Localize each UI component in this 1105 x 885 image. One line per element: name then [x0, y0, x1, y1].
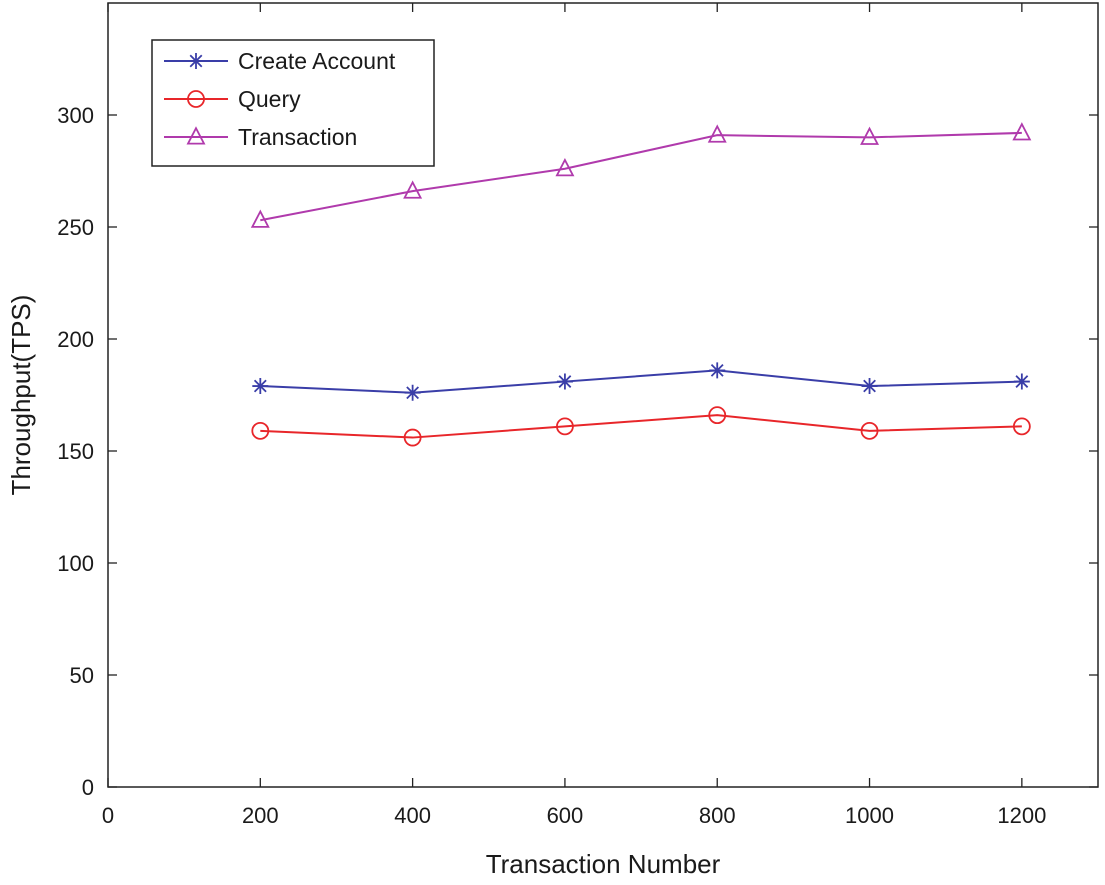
legend-label-transaction: Transaction: [238, 124, 357, 150]
data-point-create-account: [556, 373, 573, 390]
x-tick-label: 1200: [997, 803, 1046, 828]
legend-marker-transaction: [186, 126, 206, 145]
legend-marker-create-account: [188, 53, 204, 69]
x-tick-label: 1000: [845, 803, 894, 828]
data-point-create-account: [404, 384, 421, 401]
y-tick-label: 150: [57, 439, 94, 464]
x-tick-label: 400: [394, 803, 431, 828]
legend-label-query: Query: [238, 86, 301, 112]
data-point-create-account: [252, 378, 269, 395]
y-tick-label: 0: [82, 775, 94, 800]
data-point-transaction: [707, 124, 727, 143]
legend-marker-query: [187, 90, 205, 108]
data-point-query: [708, 406, 727, 425]
series-line-create-account: [260, 369, 1022, 394]
data-point-query: [403, 428, 422, 447]
x-tick-label: 600: [547, 803, 584, 828]
legend: Create Account Query Transaction: [151, 39, 435, 167]
data-point-query: [1012, 417, 1031, 436]
data-point-query: [860, 421, 879, 440]
x-axis-title: Transaction Number: [486, 849, 721, 879]
y-tick-label: 50: [70, 663, 94, 688]
x-tick-label: 0: [102, 803, 114, 828]
data-point-transaction: [403, 180, 423, 199]
series-group: [250, 122, 1032, 447]
x-tick-label: 200: [242, 803, 279, 828]
y-tick-label: 300: [57, 103, 94, 128]
series-line-transaction: [260, 131, 1022, 222]
y-tick-label: 100: [57, 551, 94, 576]
data-point-create-account: [1013, 373, 1030, 390]
legend-label-create-account: Create Account: [238, 48, 396, 74]
data-point-transaction: [250, 209, 270, 228]
data-point-query: [556, 417, 574, 436]
data-point-transaction: [555, 158, 575, 177]
x-tick-label: 800: [699, 803, 736, 828]
series-line-query: [260, 414, 1022, 439]
data-point-query: [251, 421, 270, 440]
y-tick-label: 250: [57, 215, 94, 240]
data-point-transaction: [860, 126, 880, 145]
axis-ticks: 0 200 400 600 800 1000 1200 0 50 100 150 200 250 300: [57, 3, 1098, 828]
data-point-create-account: [709, 362, 726, 379]
y-tick-label: 200: [57, 327, 94, 352]
data-point-transaction: [1012, 122, 1032, 141]
y-axis-title: Throughput(TPS): [6, 295, 36, 496]
data-point-create-account: [861, 378, 878, 395]
